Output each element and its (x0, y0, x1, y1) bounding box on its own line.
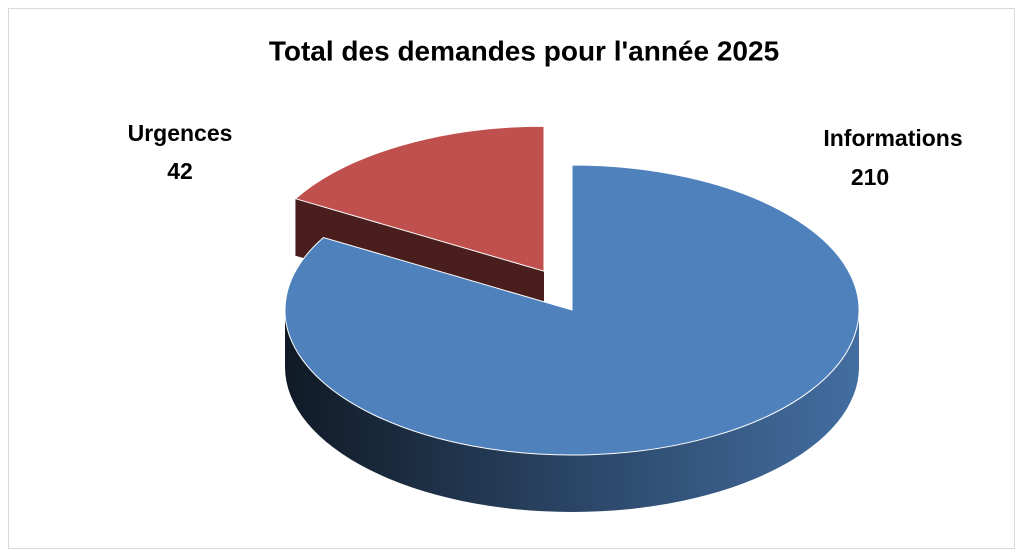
chart-title: Total des demandes pour l'année 2025 (269, 35, 779, 66)
slice-value: 42 (167, 158, 193, 184)
slice (284, 164, 860, 512)
slice-value: 210 (851, 164, 889, 190)
slice-top (284, 164, 860, 456)
slice-top (294, 125, 545, 272)
slice-label: Urgences (128, 120, 233, 146)
slice-side (285, 310, 859, 512)
slice-label: Informations (823, 125, 962, 151)
